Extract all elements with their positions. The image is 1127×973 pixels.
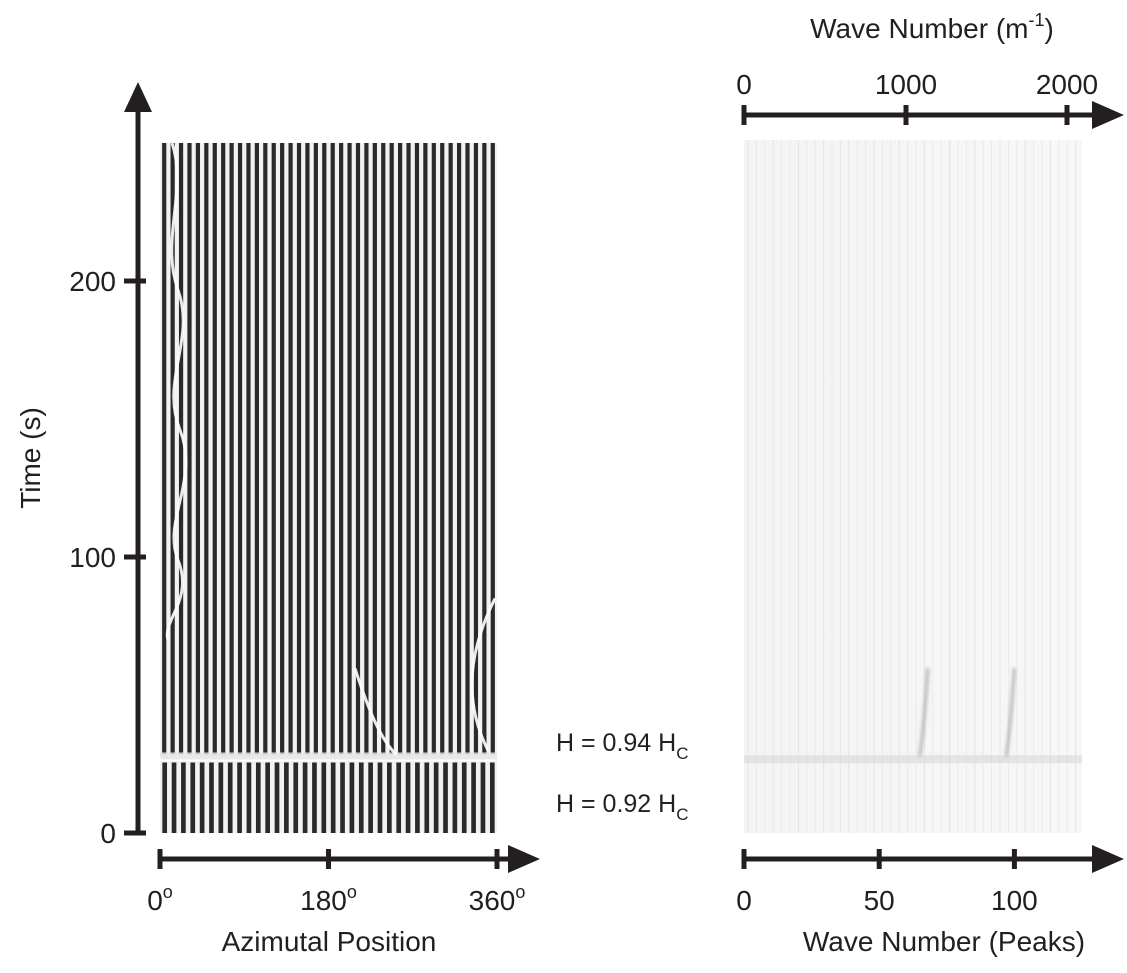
time-tick-label: 0 — [100, 818, 116, 849]
plot-background — [160, 143, 497, 833]
time-tick-label: 100 — [69, 542, 116, 573]
transition-defect-line — [159, 757, 496, 762]
azimutal-tick-label: 360o — [469, 882, 526, 916]
spectrum-transition-band — [744, 755, 1082, 764]
annotation-h092: H = 0.92 HC — [556, 790, 688, 824]
right-panel: Wave Number (m-1) 0 1000 2000 0 50 100 Wave … — [736, 10, 1124, 957]
defect-trail — [470, 597, 497, 752]
spectrum-transition-fork — [1004, 668, 1016, 757]
peaks-tick-label: 0 — [736, 885, 752, 916]
top-axis-ticks: 0 1000 2000 — [736, 69, 1098, 125]
field-annotations: H = 0.94 HC H = 0.92 HC — [556, 729, 688, 824]
azimutal-tick-label: 0o — [147, 882, 173, 916]
spatiotemporal-plot — [159, 142, 497, 833]
left-panel: 0 100 200 Time (s) 0o 180o 360o Azimutal Pos… — [15, 82, 540, 957]
time-axis-arrow — [124, 82, 152, 112]
time-axis-label: Time (s) — [15, 407, 46, 509]
top-axis-label: Wave Number (m-1) — [810, 10, 1054, 44]
transition-band — [160, 752, 497, 763]
peaks-axis-label: Wave Number (Peaks) — [803, 926, 1085, 957]
spectrum-background — [744, 140, 1082, 833]
defect-trail — [353, 668, 398, 756]
azimutal-axis-arrow — [508, 845, 540, 873]
spectrum-transition-fork — [918, 668, 930, 757]
azimutal-axis-label: Azimutal Position — [222, 926, 437, 957]
spectrum-plot — [744, 140, 1082, 833]
top-tick-label: 0 — [736, 69, 752, 100]
defect-trail — [165, 142, 188, 641]
peaks-tick-label: 50 — [864, 885, 895, 916]
azimutal-tick-label: 180o — [300, 882, 357, 916]
top-axis-arrow — [1092, 101, 1124, 129]
peaks-axis-ticks: 0 50 100 — [736, 849, 1038, 916]
peaks-axis-arrow — [1092, 845, 1124, 873]
top-tick-label: 2000 — [1036, 69, 1098, 100]
peaks-tick-label: 100 — [991, 885, 1038, 916]
azimutal-axis-ticks: 0o 180o 360o — [147, 849, 525, 916]
top-tick-label: 1000 — [875, 69, 937, 100]
time-axis-ticks: 0 100 200 — [69, 266, 146, 849]
time-tick-label: 200 — [69, 266, 116, 297]
annotation-h094: H = 0.94 HC — [556, 729, 688, 763]
